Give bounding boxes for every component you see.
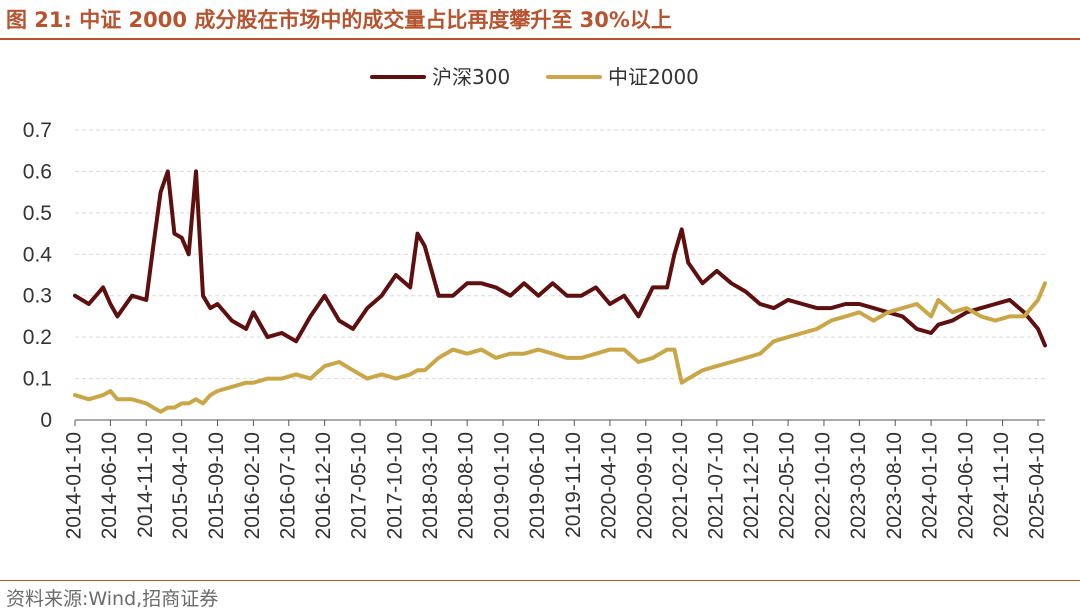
- x-tick-label-22: 2023-03-10: [847, 432, 870, 539]
- title-bar: 图 21: 中证 2000 成分股在市场中的成交量占比再度攀升至 30%以上: [0, 0, 1080, 38]
- x-tick-label-23: 2023-08-10: [883, 432, 906, 539]
- chart-title: 图 21: 中证 2000 成分股在市场中的成交量占比再度攀升至 30%以上: [6, 4, 672, 34]
- y-tick-label-3: 0.3: [23, 285, 52, 308]
- y-axis-tick-labels: 0 0.1 0.2 0.3 0.4 0.5 0.6 0.7: [23, 119, 53, 432]
- legend-label-1: 中证2000: [608, 65, 699, 89]
- x-tick-label-5: 2016-02-10: [241, 432, 264, 539]
- x-tick-label-25: 2024-06-10: [954, 432, 977, 539]
- y-tick-label-4: 0.4: [23, 243, 53, 266]
- x-tick-label-0: 2014-01-10: [63, 432, 86, 539]
- title-rule: [0, 38, 1080, 40]
- x-tick-label-27: 2025-04-10: [1026, 432, 1049, 539]
- x-tick-label-19: 2021-12-10: [740, 432, 763, 539]
- x-tick-label-7: 2016-12-10: [312, 432, 335, 539]
- y-tick-label-0: 0: [40, 409, 52, 432]
- legend-label-0: 沪深300: [432, 65, 510, 89]
- x-tick-label-18: 2021-07-10: [704, 432, 727, 539]
- series-line-1: [73, 281, 1047, 414]
- x-axis: 2014-01-10 2014-06-10 2014-11-10 2015-04-10…: [63, 419, 1049, 539]
- y-tick-label-5: 0.5: [23, 202, 52, 225]
- source-note: 资料来源:Wind,招商证券: [6, 588, 219, 610]
- x-tick-label-1: 2014-06-10: [98, 432, 121, 539]
- y-tick-label-6: 0.6: [23, 160, 52, 183]
- figure-title: 中证 2000 成分股在市场中的成交量占比再度攀升至 30%以上: [79, 8, 672, 32]
- x-tick-label-9: 2017-10-10: [383, 432, 406, 539]
- y-tick-label-7: 0.7: [23, 119, 52, 142]
- x-tick-label-10: 2018-03-10: [419, 432, 442, 539]
- x-tick-label-2: 2014-11-10: [134, 432, 157, 538]
- legend: 沪深300 中证2000: [370, 65, 699, 89]
- x-tick-label-13: 2019-06-10: [526, 432, 549, 539]
- x-tick-label-24: 2024-01-10: [919, 432, 942, 539]
- x-tick-label-8: 2017-05-10: [348, 432, 371, 539]
- x-tick-label-26: 2024-11-10: [990, 432, 1013, 538]
- x-tick-label-16: 2020-09-10: [633, 432, 656, 539]
- series-lines: [73, 169, 1047, 414]
- x-tick-label-20: 2022-05-10: [776, 432, 799, 539]
- x-tick-label-15: 2020-04-10: [597, 432, 620, 539]
- series-line-0: [73, 169, 1047, 348]
- figure-label: 图 21:: [6, 8, 72, 32]
- x-tick-label-6: 2016-07-10: [276, 432, 299, 539]
- x-tick-label-14: 2019-11-10: [562, 432, 585, 538]
- x-tick-label-11: 2018-08-10: [455, 432, 478, 539]
- gridlines: [75, 129, 1045, 380]
- x-tick-label-4: 2015-09-10: [205, 432, 228, 539]
- x-tick-label-3: 2015-04-10: [169, 432, 192, 539]
- x-tick-label-17: 2021-02-10: [669, 432, 692, 539]
- footer-rule: [0, 580, 1080, 581]
- y-tick-label-1: 0.1: [23, 368, 52, 391]
- x-tick-label-12: 2019-01-10: [491, 432, 514, 539]
- x-tick-label-21: 2022-10-10: [811, 432, 834, 539]
- y-tick-label-2: 0.2: [23, 326, 52, 349]
